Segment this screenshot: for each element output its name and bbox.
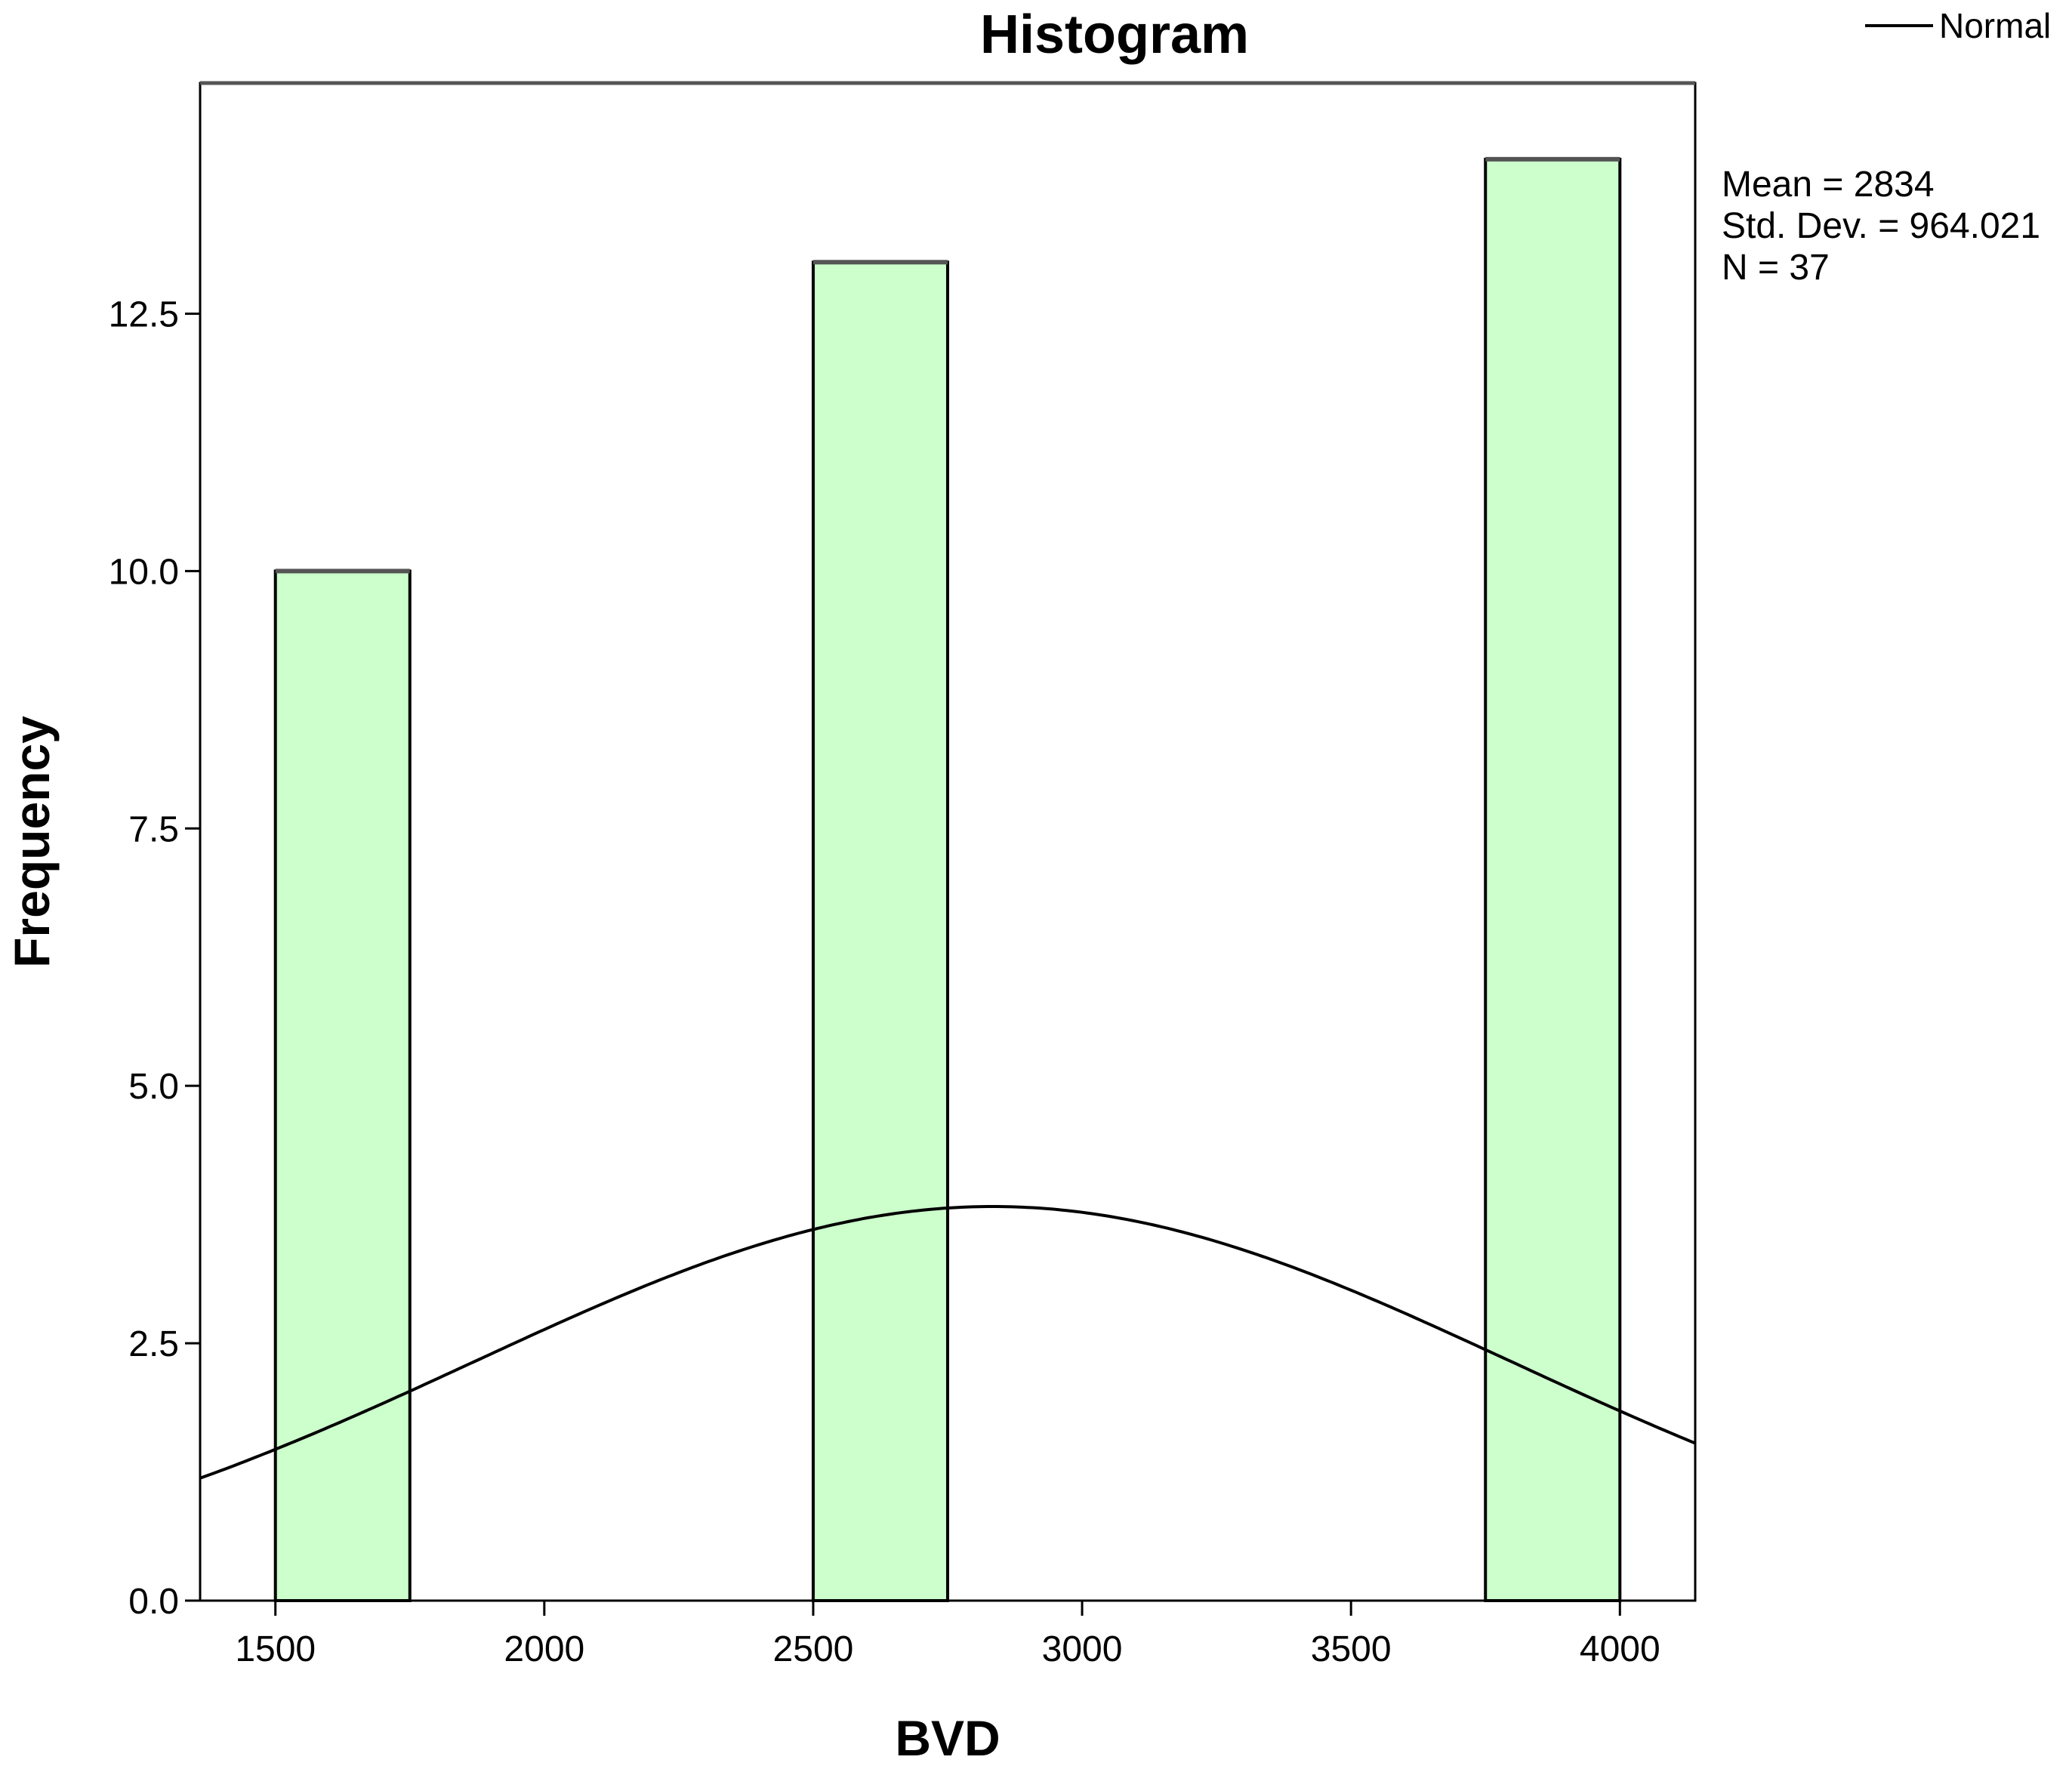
y-axis: 0.0 2.5 5.0 7.5 10.0 12.5 [109, 294, 200, 1622]
x-tick-label: 1500 [235, 1629, 316, 1669]
normal-curve [199, 1205, 1696, 1480]
y-tick-label: 12.5 [109, 294, 179, 334]
stats-std-dev: Std. Dev. = 964.021 [1722, 206, 2040, 246]
legend-label-normal: Normal [1939, 6, 2051, 45]
stats-n: N = 37 [1722, 248, 1830, 288]
y-tick-label: 0.0 [128, 1582, 179, 1622]
chart-title: Histogram [980, 5, 1249, 65]
histogram-bar-1 [273, 569, 412, 1602]
histogram-bar-2 [811, 260, 950, 1603]
x-tick-label: 2500 [773, 1629, 854, 1669]
stats-mean: Mean = 2834 [1722, 165, 1935, 205]
histogram-bar-3 [1484, 157, 1622, 1603]
bars-group [273, 156, 1622, 1603]
x-axis: 1500 2000 2500 3000 3500 4000 [235, 1601, 1660, 1669]
y-axis-label: Frequency [4, 716, 60, 968]
y-tick-label: 5.0 [128, 1067, 179, 1107]
x-tick-label: 2000 [504, 1629, 584, 1669]
x-tick-label: 3000 [1042, 1629, 1123, 1669]
x-tick-label: 4000 [1580, 1629, 1660, 1669]
x-tick-label: 3500 [1311, 1629, 1392, 1669]
x-axis-label: BVD [895, 1710, 1000, 1766]
y-tick-label: 2.5 [128, 1324, 179, 1364]
y-tick-label: 10.0 [109, 552, 179, 592]
y-tick-label: 7.5 [128, 809, 179, 849]
